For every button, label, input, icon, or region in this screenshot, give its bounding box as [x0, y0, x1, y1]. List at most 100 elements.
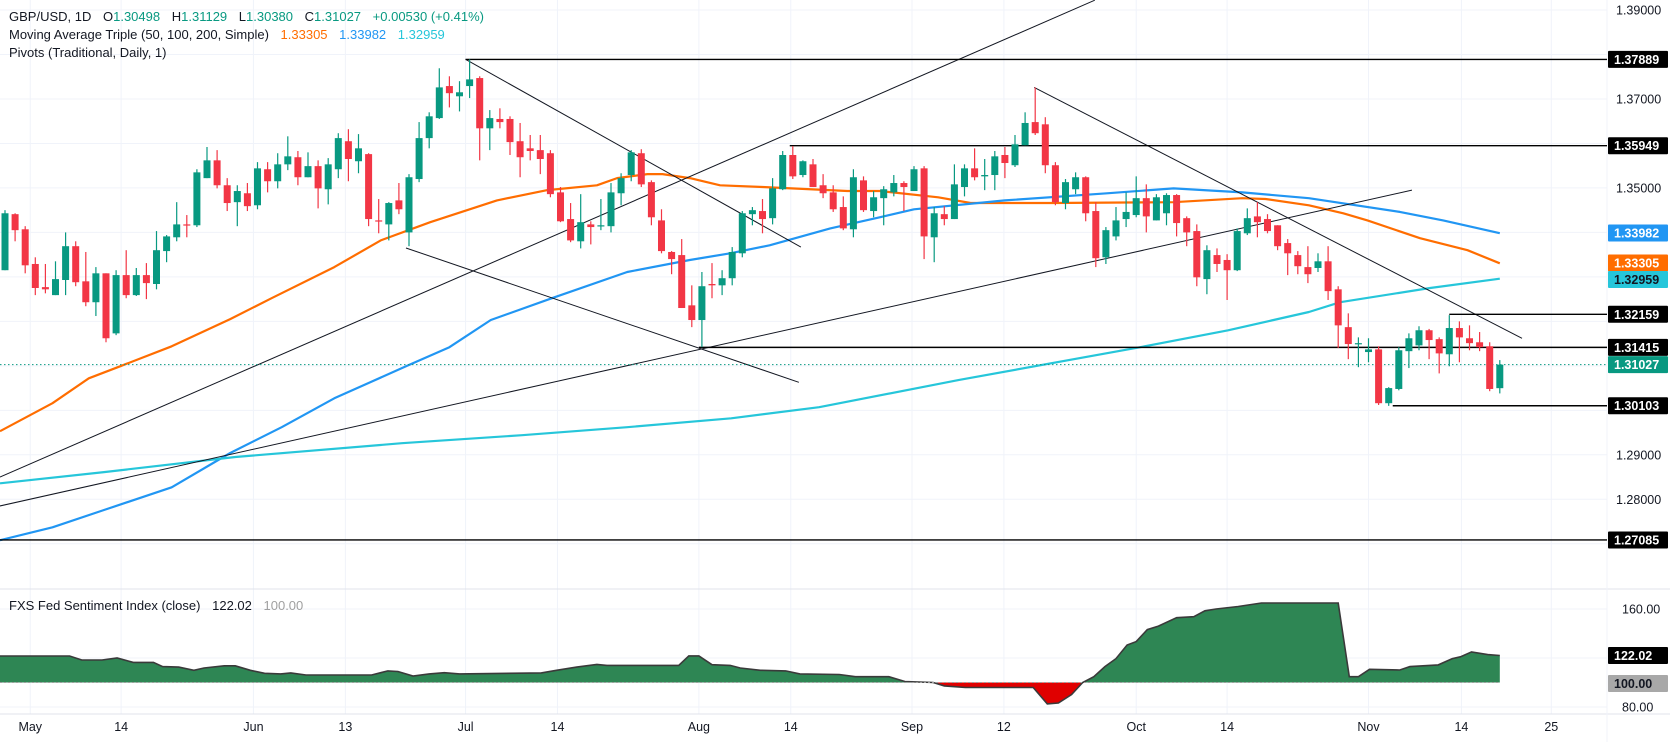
- candle[interactable]: [435, 68, 443, 119]
- candle[interactable]: [971, 148, 979, 181]
- time-axis[interactable]: May 14 Jun 13 Jul 14 Aug 14 Sep 12 Oct 14 Nov 14 25: [18, 720, 1558, 734]
- candle[interactable]: [1102, 227, 1110, 264]
- candle[interactable]: [920, 166, 928, 260]
- candle[interactable]: [1314, 253, 1322, 272]
- candle[interactable]: [284, 136, 292, 171]
- candle[interactable]: [1253, 202, 1261, 238]
- candle[interactable]: [1031, 87, 1039, 135]
- candle[interactable]: [1213, 248, 1221, 272]
- candle[interactable]: [647, 180, 655, 226]
- candle[interactable]: [1435, 337, 1443, 374]
- candle[interactable]: [1455, 321, 1463, 363]
- candle[interactable]: [819, 174, 827, 199]
- candle[interactable]: [1223, 254, 1231, 301]
- candle[interactable]: [314, 160, 322, 209]
- candle[interactable]: [385, 202, 393, 241]
- candle[interactable]: [577, 194, 585, 249]
- candle[interactable]: [506, 116, 514, 156]
- candle[interactable]: [1163, 193, 1170, 226]
- candle[interactable]: [708, 263, 716, 299]
- candle[interactable]: [1395, 347, 1403, 391]
- candle[interactable]: [1183, 216, 1191, 247]
- candle[interactable]: [930, 207, 938, 263]
- candle[interactable]: [940, 206, 948, 226]
- candle[interactable]: [274, 153, 282, 189]
- candle[interactable]: [223, 178, 231, 212]
- candle[interactable]: [62, 232, 70, 296]
- candle[interactable]: [1284, 239, 1292, 276]
- candle[interactable]: [355, 134, 362, 174]
- candle[interactable]: [264, 162, 272, 193]
- candle[interactable]: [1415, 326, 1423, 351]
- candle[interactable]: [1062, 179, 1069, 210]
- candle[interactable]: [880, 186, 888, 226]
- candle[interactable]: [769, 178, 777, 225]
- candle[interactable]: [92, 267, 100, 317]
- candle[interactable]: [536, 134, 544, 175]
- candle[interactable]: [637, 149, 645, 188]
- candle[interactable]: [41, 263, 49, 294]
- candle[interactable]: [173, 202, 181, 242]
- candle[interactable]: [112, 270, 120, 336]
- candle[interactable]: [405, 174, 413, 247]
- candle[interactable]: [445, 76, 453, 108]
- candle[interactable]: [1193, 224, 1201, 287]
- candle[interactable]: [102, 273, 110, 343]
- candle[interactable]: [779, 151, 787, 191]
- candle[interactable]: [839, 196, 847, 231]
- candle[interactable]: [1051, 162, 1059, 206]
- candle[interactable]: [809, 159, 817, 188]
- candle[interactable]: [688, 285, 696, 328]
- price-axis[interactable]: 1.39000 1.37000 1.35000 1.29000 1.28000 160.0…: [1608, 4, 1668, 715]
- candle[interactable]: [597, 199, 605, 231]
- candle[interactable]: [1082, 176, 1090, 222]
- candle[interactable]: [799, 160, 807, 178]
- candle[interactable]: [334, 133, 342, 179]
- candle[interactable]: [1365, 338, 1372, 363]
- candle[interactable]: [304, 152, 312, 178]
- candle[interactable]: [1072, 172, 1080, 195]
- candle[interactable]: [1011, 134, 1019, 168]
- candle[interactable]: [678, 239, 686, 309]
- candle[interactable]: [860, 176, 867, 212]
- candle[interactable]: [1173, 194, 1181, 237]
- candle[interactable]: [698, 271, 706, 348]
- candle[interactable]: [1385, 387, 1393, 406]
- candle[interactable]: [991, 151, 999, 191]
- candle[interactable]: [658, 209, 665, 254]
- candle[interactable]: [52, 261, 59, 296]
- candle[interactable]: [153, 231, 160, 290]
- candle[interactable]: [344, 129, 352, 182]
- candle[interactable]: [1304, 246, 1312, 284]
- candle[interactable]: [1334, 286, 1342, 349]
- candle[interactable]: [617, 173, 625, 206]
- candle[interactable]: [132, 267, 140, 297]
- candle[interactable]: [365, 153, 373, 227]
- candle[interactable]: [900, 181, 908, 212]
- candle[interactable]: [759, 199, 766, 234]
- candle[interactable]: [668, 251, 676, 275]
- candle[interactable]: [961, 164, 968, 197]
- candle[interactable]: [82, 251, 90, 307]
- candle[interactable]: [849, 169, 857, 238]
- candle[interactable]: [1112, 207, 1120, 241]
- candle[interactable]: [1142, 184, 1150, 233]
- candle[interactable]: [1405, 333, 1413, 369]
- candle[interactable]: [466, 59, 474, 99]
- candle[interactable]: [425, 112, 433, 149]
- candle[interactable]: [789, 146, 797, 180]
- candle[interactable]: [1233, 228, 1241, 272]
- candle[interactable]: [193, 169, 201, 228]
- candle[interactable]: [1445, 315, 1453, 367]
- candle[interactable]: [557, 187, 564, 223]
- ma-legend[interactable]: Moving Average Triple (50, 100, 200, Sim…: [9, 27, 445, 43]
- candle[interactable]: [203, 146, 211, 179]
- candle[interactable]: [1001, 146, 1009, 179]
- candle[interactable]: [1132, 176, 1140, 218]
- candle[interactable]: [294, 151, 302, 186]
- candle[interactable]: [486, 110, 494, 151]
- trend-line[interactable]: [0, 0, 1095, 478]
- candle[interactable]: [1476, 332, 1484, 352]
- candle[interactable]: [142, 263, 150, 300]
